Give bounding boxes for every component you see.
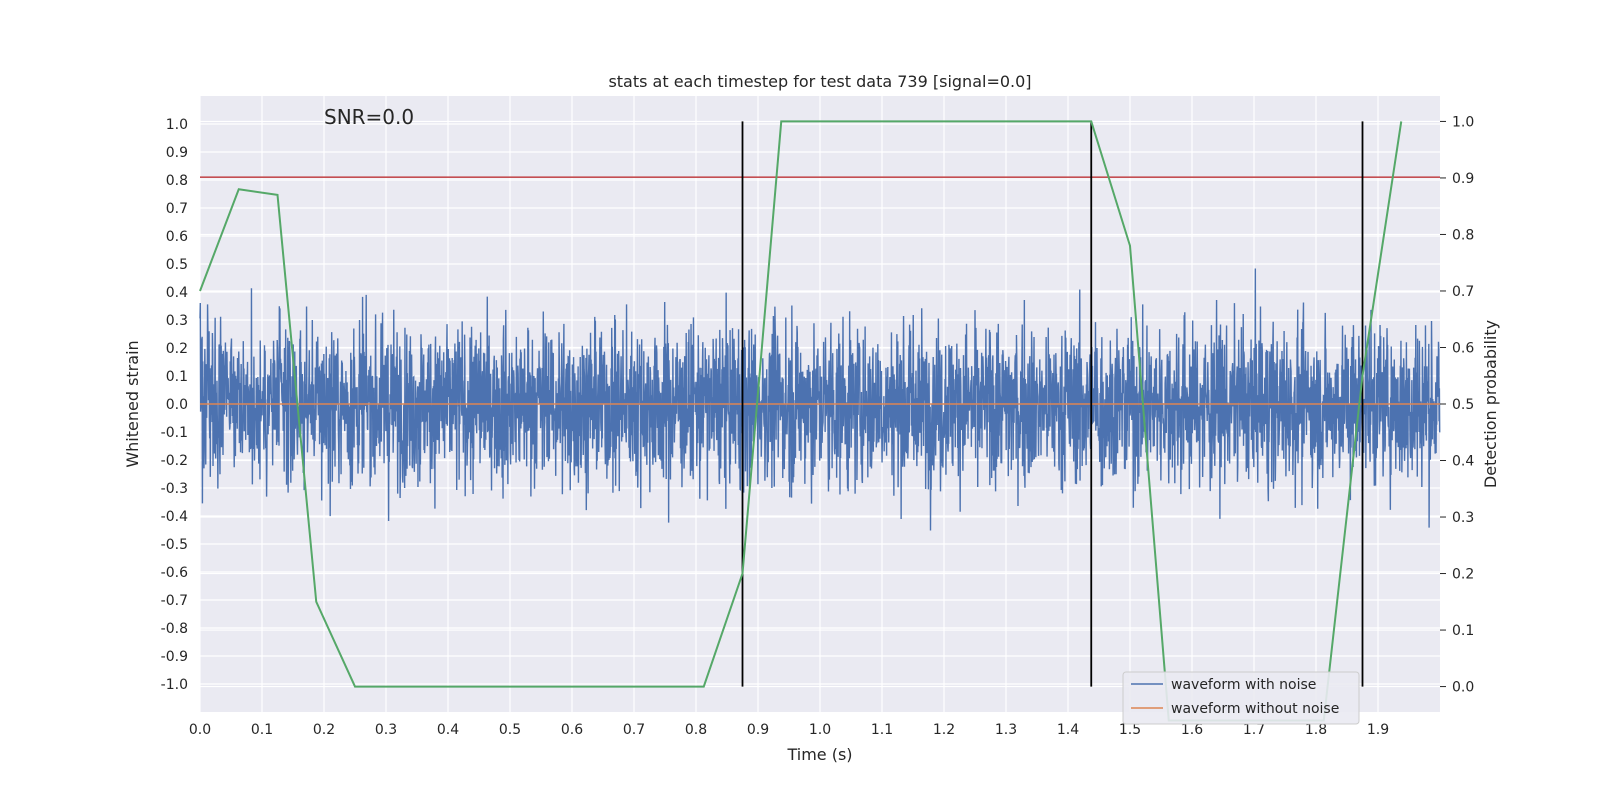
x-tick-label: 1.7 bbox=[1243, 722, 1265, 738]
noise-line bbox=[199, 268, 1441, 531]
x-axis-label: Time (s) bbox=[786, 745, 852, 764]
y-tick-label: -0.8 bbox=[161, 621, 188, 637]
y-tick-label: -0.6 bbox=[161, 565, 188, 581]
x-tick-label: 0.5 bbox=[499, 722, 521, 738]
y-tick-label: 0.2 bbox=[166, 341, 188, 357]
x-tick-label: 0.8 bbox=[685, 722, 707, 738]
y2-tick-label: 0.8 bbox=[1452, 227, 1474, 243]
y2-tick-labels: 1.0 0.9 0.8 0.7 0.6 0.5 0.4 0.3 0.2 0.1 0.0 bbox=[1440, 114, 1474, 696]
y2-tick-label: 0.9 bbox=[1452, 171, 1474, 187]
x-tick-label: 0.4 bbox=[437, 722, 459, 738]
x-tick-label: 0.0 bbox=[189, 722, 211, 738]
y2-tick-label: 0.6 bbox=[1452, 340, 1474, 356]
x-tick-label: 1.9 bbox=[1367, 722, 1389, 738]
y2-tick-label: 0.7 bbox=[1452, 284, 1474, 300]
chart-title: stats at each timestep for test data 739… bbox=[608, 72, 1031, 91]
y2-tick-label: 0.4 bbox=[1452, 454, 1474, 470]
legend-label-noise: waveform with noise bbox=[1171, 677, 1316, 693]
x-tick-label: 1.4 bbox=[1057, 722, 1079, 738]
y2-tick-label: 0.3 bbox=[1452, 510, 1474, 526]
y-tick-label: 0.9 bbox=[166, 145, 188, 161]
y-tick-label: 0.1 bbox=[166, 369, 188, 385]
y-tick-label: 0.4 bbox=[166, 285, 188, 301]
x-tick-label: 1.6 bbox=[1181, 722, 1203, 738]
y2-tick-label: 0.0 bbox=[1452, 680, 1474, 696]
y-tick-label: -0.1 bbox=[161, 425, 188, 441]
y-tick-label: -0.4 bbox=[161, 509, 188, 525]
x-tick-label: 0.1 bbox=[251, 722, 273, 738]
y-tick-label: -0.2 bbox=[161, 453, 188, 469]
vertical-markers bbox=[741, 121, 1364, 687]
y-tick-label: 0.8 bbox=[166, 173, 188, 189]
series-waveform-with-noise bbox=[199, 268, 1441, 531]
y-tick-label: 0.0 bbox=[166, 397, 188, 413]
x-tick-label: 0.9 bbox=[747, 722, 769, 738]
x-tick-label: 1.3 bbox=[995, 722, 1017, 738]
x-tick-label: 0.2 bbox=[313, 722, 335, 738]
x-tick-label: 1.5 bbox=[1119, 722, 1141, 738]
x-tick-labels: 0.0 0.1 0.2 0.3 0.4 0.5 0.6 0.7 0.8 0.9 1.0 1.1 1.2 1… bbox=[189, 722, 1389, 738]
y-tick-label: -0.9 bbox=[161, 649, 188, 665]
y-tick-label: 0.7 bbox=[166, 201, 188, 217]
x-tick-label: 1.8 bbox=[1305, 722, 1327, 738]
legend-label-clean: waveform without noise bbox=[1171, 701, 1339, 717]
y-tick-label: -1.0 bbox=[161, 677, 188, 693]
y-tick-label: -0.7 bbox=[161, 593, 188, 609]
x-tick-label: 0.3 bbox=[375, 722, 397, 738]
y2-tick-label: 1.0 bbox=[1452, 114, 1474, 130]
legend: waveform with noise waveform without noi… bbox=[1122, 671, 1360, 725]
x-tick-label: 1.0 bbox=[809, 722, 831, 738]
y-axis-label: Whitened strain bbox=[123, 340, 142, 467]
y-tick-label: -0.3 bbox=[161, 481, 188, 497]
y-tick-labels: 1.0 0.9 0.8 0.7 0.6 0.5 0.4 0.3 0.2 0.1 0.0 -0.1 -0.… bbox=[161, 117, 188, 693]
y2-tick-label: 0.2 bbox=[1452, 567, 1474, 583]
y2-axis-label: Detection probability bbox=[1481, 320, 1500, 488]
y-tick-label: 1.0 bbox=[166, 117, 188, 133]
y2-tick-label: 0.5 bbox=[1452, 397, 1474, 413]
legend-box bbox=[1122, 671, 1360, 725]
y-tick-label: -0.5 bbox=[161, 537, 188, 553]
x-tick-label: 0.7 bbox=[623, 722, 645, 738]
x-tick-label: 1.1 bbox=[871, 722, 893, 738]
y2-tick-label: 0.1 bbox=[1452, 623, 1474, 639]
x-tick-label: 0.6 bbox=[561, 722, 583, 738]
y-tick-label: 0.5 bbox=[166, 257, 188, 273]
x-tick-label: 1.2 bbox=[933, 722, 955, 738]
y-tick-label: 0.6 bbox=[166, 229, 188, 245]
y-tick-label: 0.3 bbox=[166, 313, 188, 329]
snr-annotation: SNR=0.0 bbox=[324, 105, 414, 129]
